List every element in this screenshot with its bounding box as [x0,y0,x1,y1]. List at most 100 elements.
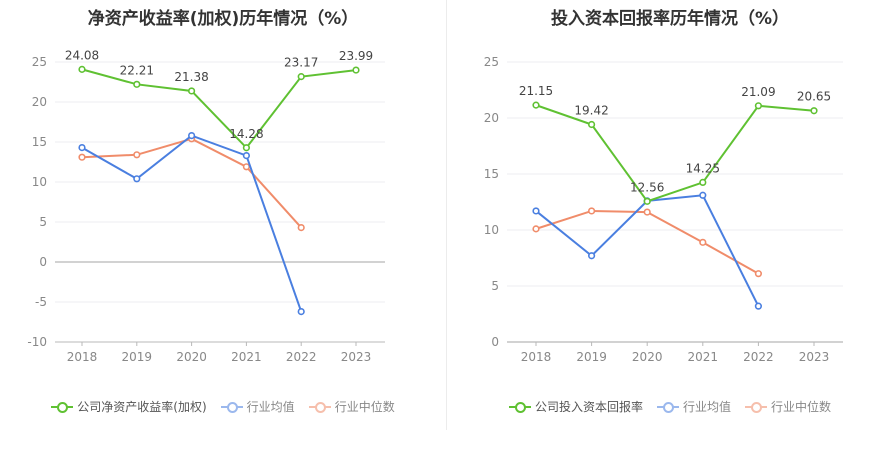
data-label: 22.21 [120,63,154,77]
data-label: 19.42 [574,103,608,117]
data-point [643,197,651,205]
data-point [754,302,763,310]
data-label: 20.65 [797,90,831,104]
chart-title: 净资产收益率(加权)历年情况（%） [87,9,359,29]
x-tick-label: 2023 [341,350,372,364]
legend-item-company[interactable]: 公司净资产收益率(加权) [51,398,207,415]
data-label: 21.09 [741,85,775,99]
legend-item-industry-median[interactable]: 行业中位数 [308,398,395,415]
data-point [133,80,141,88]
x-tick-label: 2021 [688,350,719,364]
legend-label: 行业均值 [682,400,731,414]
legend-label: 公司净资产收益率(加权) [77,400,207,414]
x-tick-label: 2020 [176,350,207,364]
data-point [643,208,651,216]
data-point [352,66,360,74]
data-point [242,144,250,152]
series-line [81,68,357,150]
data-point [754,102,763,110]
legend-marker-icon [745,401,767,413]
panel-divider [446,0,447,430]
legend-label: 行业均值 [246,400,295,414]
data-point [188,87,196,95]
y-tick-label: 20 [484,111,499,125]
series-line [81,137,302,229]
legend-item-industry-median[interactable]: 行业中位数 [745,398,831,415]
data-label: 14.28 [229,127,263,141]
data-point [699,178,707,186]
legend-label: 公司投入资本回报率 [534,400,643,414]
y-tick-label: 25 [32,55,47,69]
data-point [754,270,763,278]
legend-marker-icon [308,401,331,413]
legend-label: 行业中位数 [334,400,395,414]
data-label: 24.08 [65,48,99,62]
y-tick-label: 5 [39,215,47,229]
data-point [297,224,305,232]
data-point [699,191,707,199]
data-point [78,144,86,152]
y-tick-label: 0 [39,255,47,269]
legend-item-company[interactable]: 公司投入资本回报率 [508,398,643,415]
chart-plot-roe: 25 20 15 10 5 0 -5 -10 2018 2019 2020 2021 2022 2023 2… [27,48,385,364]
x-tick-label: 2018 [67,350,98,364]
data-point [810,107,818,115]
chart-legend: 公司投入资本回报率 行业均值 行业中位数 [447,398,893,415]
chart-legend: 公司净资产收益率(加权) 行业均值 行业中位数 [0,398,446,415]
data-point [588,120,596,129]
data-point [297,73,305,81]
legend-marker-icon [51,401,74,413]
x-tick-label: 2022 [743,350,774,364]
data-label: 21.15 [519,84,553,98]
y-tick-label: 5 [491,279,499,293]
legend-item-industry-mean[interactable]: 行业均值 [656,398,731,415]
x-tick-label: 2019 [122,350,153,364]
series-line [535,104,815,203]
data-point [297,308,305,316]
data-point [78,153,86,161]
series-line [81,134,303,312]
y-tick-label: 15 [32,135,47,149]
y-tick-label: 10 [484,223,499,237]
x-tick-label: 2020 [632,350,663,364]
data-point [699,238,707,246]
data-label: 12.56 [630,180,664,194]
x-tick-label: 2023 [799,350,830,364]
data-label: 23.99 [339,49,373,63]
data-point [532,225,540,233]
y-tick-label: 15 [484,167,499,181]
y-tick-label: -10 [27,335,47,349]
data-point [78,65,86,73]
legend-marker-icon [508,401,531,413]
y-tick-label: 0 [491,335,499,349]
chart-title: 投入资本回报率历年情况（%） [550,9,790,29]
data-point [588,252,596,260]
legend-marker-icon [656,401,679,413]
data-point [133,151,141,159]
legend-label: 行业中位数 [771,400,832,414]
data-point [242,163,250,171]
x-tick-label: 2021 [231,350,262,364]
data-point [188,132,196,140]
y-tick-label: -5 [35,295,47,309]
chart-plot-roic: 25 20 15 10 5 0 2018 2019 2020 2021 2022 2023 21.15 1… [484,55,843,364]
y-tick-label: 10 [32,175,47,189]
data-label: 21.38 [174,70,208,84]
x-tick-label: 2022 [286,350,317,364]
data-label: 14.25 [686,161,720,175]
x-tick-label: 2019 [576,350,607,364]
x-tick-label: 2018 [521,350,552,364]
data-point [532,207,540,215]
data-point [532,101,540,109]
legend-marker-icon [220,401,243,413]
data-point [242,152,250,160]
series-line [535,209,759,275]
y-tick-label: 25 [484,55,499,69]
chart-panel-roic: 投入资本回报率历年情况（%） 25 20 15 10 5 0 2018 2019 2020 202… [447,0,893,458]
legend-item-industry-mean[interactable]: 行业均值 [220,398,295,415]
data-point [588,207,596,215]
y-tick-label: 20 [32,95,47,109]
data-point [133,175,141,183]
chart-panel-roe: 净资产收益率(加权)历年情况（%） 25 20 15 10 5 0 -5 -10 2018 201… [0,0,446,458]
data-label: 23.17 [284,56,318,70]
